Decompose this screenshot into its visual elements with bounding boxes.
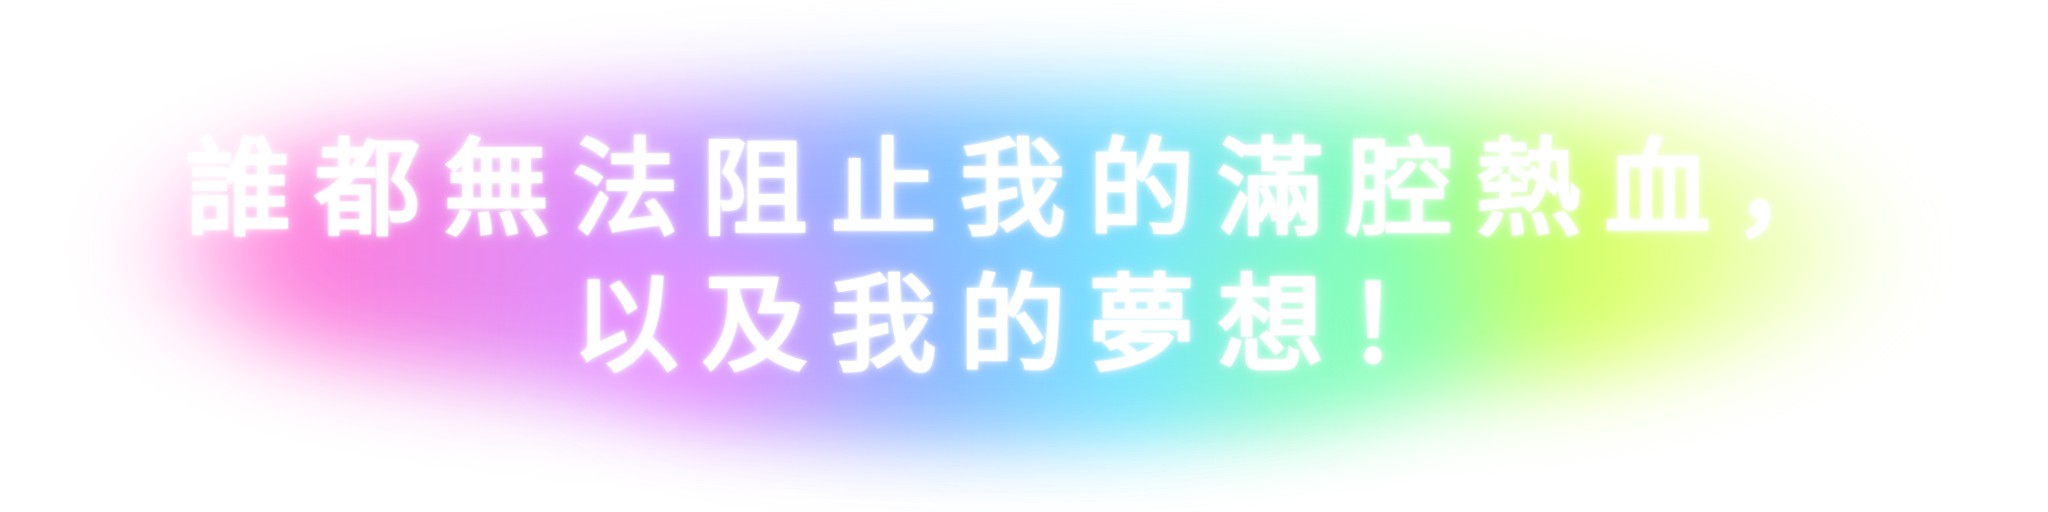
rainbow-glow-lower — [520, 230, 1500, 440]
headline-line-2: 以及我的夢想！ — [572, 264, 1476, 387]
headline-text: 誰都無法阻止我的滿腔熱血， 以及我的夢想！ — [0, 122, 2048, 394]
headline-line-1: 誰都無法阻止我的滿腔熱血， — [185, 128, 1863, 251]
